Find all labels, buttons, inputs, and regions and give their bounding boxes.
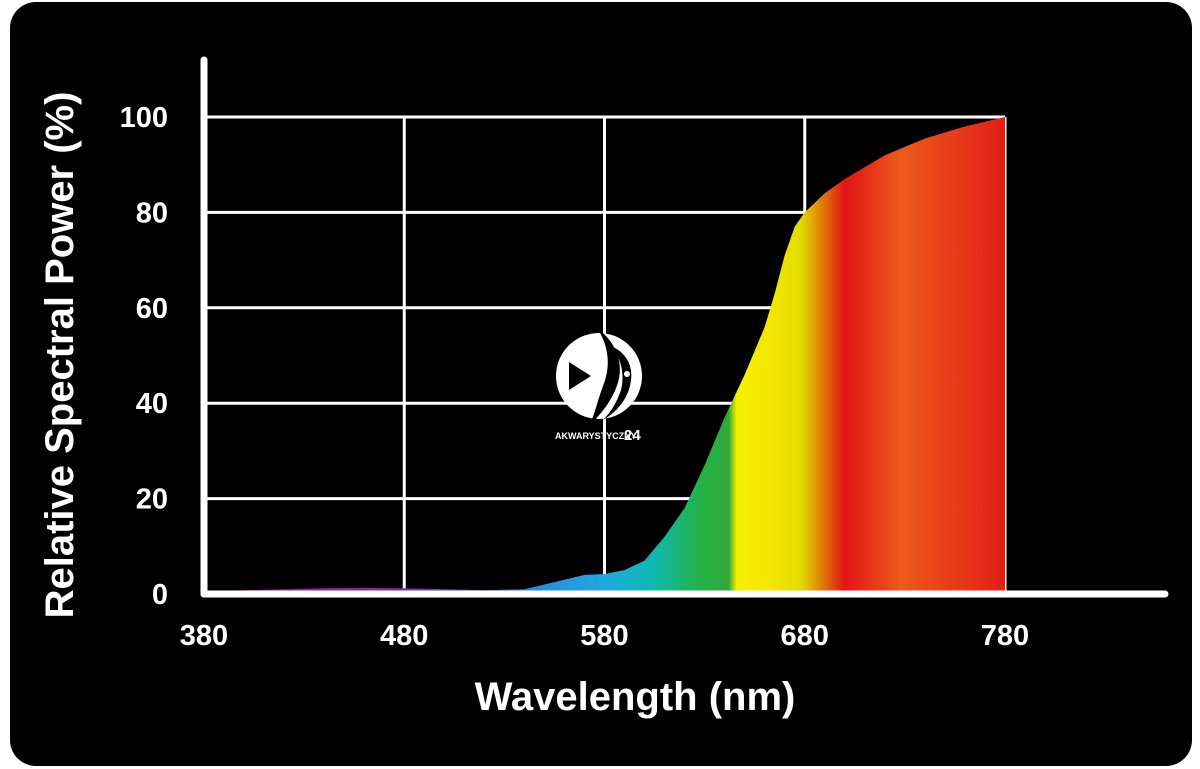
y-tick-label: 60	[136, 293, 168, 325]
x-tick-label: 380	[180, 620, 228, 652]
spectrum-area	[204, 117, 1005, 594]
x-tick-label: 780	[981, 620, 1029, 652]
y-tick-label: 80	[136, 197, 168, 229]
x-axis-title: Wavelength (nm)	[475, 675, 796, 719]
y-axis-title: Relative Spectral Power (%)	[38, 92, 82, 619]
watermark-number: 24	[624, 427, 641, 444]
x-tick-label: 480	[380, 620, 428, 652]
watermark: AKWARYSTYCZNY 24	[555, 328, 642, 444]
watermark-text: AKWARYSTYCZNY	[555, 431, 637, 441]
y-tick-label: 20	[136, 484, 168, 516]
y-tick-label: 40	[136, 388, 168, 420]
tick-labels: 380 480 580 680 780 0 20 40 60 80 100	[120, 102, 1030, 652]
y-tick-label: 100	[120, 102, 168, 134]
x-tick-label: 580	[580, 620, 628, 652]
y-tick-label: 0	[152, 579, 168, 611]
angelfish-logo-icon	[556, 328, 642, 426]
x-tick-label: 680	[781, 620, 829, 652]
axes	[200, 56, 1169, 598]
